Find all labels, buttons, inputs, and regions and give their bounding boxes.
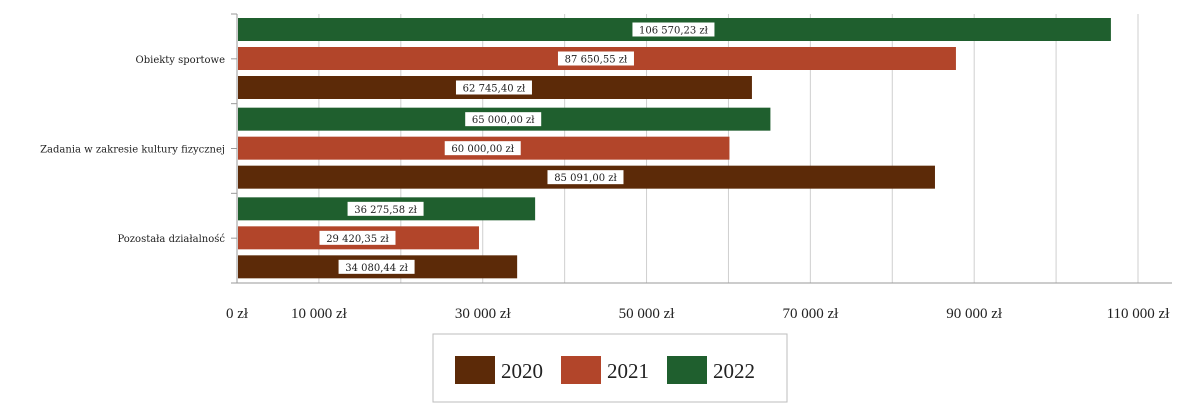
data-label-2020-2: 34 080,44 zł	[345, 263, 408, 274]
x-tick-label-2: 30 000 zł	[455, 306, 512, 322]
category-label-0: Obiekty sportowe	[136, 55, 226, 66]
data-label-2020-0: 62 745,40 zł	[463, 84, 526, 95]
legend-swatch-2022	[667, 356, 707, 384]
legend-label-2020: 2020	[501, 359, 543, 383]
legend-label-2022: 2022	[713, 359, 755, 383]
data-label-bg-2020-2	[338, 259, 415, 274]
data-label-bg-2020-1	[547, 170, 624, 185]
data-label-bg-2022-1	[465, 112, 542, 127]
data-label-2020-1: 85 091,00 zł	[554, 173, 617, 184]
legend-swatch-2021	[561, 356, 601, 384]
data-label-bg-2020-0	[455, 80, 532, 95]
data-label-2021-0: 87 650,55 zł	[565, 55, 628, 66]
legend-label-2021: 2021	[607, 359, 649, 383]
data-label-bg-2021-2	[319, 230, 396, 245]
data-label-bg-2022-0	[632, 22, 715, 37]
x-tick-label-6: 110 000 zł	[1107, 306, 1171, 322]
data-label-bg-2021-1	[444, 141, 521, 156]
data-label-2021-2: 29 420,35 zł	[326, 234, 389, 245]
data-label-bg-2021-0	[557, 51, 634, 66]
data-label-bg-2022-2	[347, 201, 424, 216]
data-label-2022-1: 65 000,00 zł	[472, 115, 535, 126]
x-tick-label-4: 70 000 zł	[782, 306, 839, 322]
legend-swatch-2020	[455, 356, 495, 384]
x-tick-label-1: 10 000 zł	[291, 306, 348, 322]
x-tick-label-3: 50 000 zł	[619, 306, 676, 322]
category-label-1: Zadania w zakresie kultury fizycznej	[40, 145, 225, 156]
data-label-2021-1: 60 000,00 zł	[451, 144, 514, 155]
data-label-2022-0: 106 570,23 zł	[639, 26, 709, 37]
x-tick-label-0: 0 zł	[226, 306, 249, 322]
data-label-2022-2: 36 275,58 zł	[354, 205, 417, 216]
category-label-2: Pozostała działalność	[117, 234, 225, 245]
x-tick-label-5: 90 000 zł	[946, 306, 1003, 322]
